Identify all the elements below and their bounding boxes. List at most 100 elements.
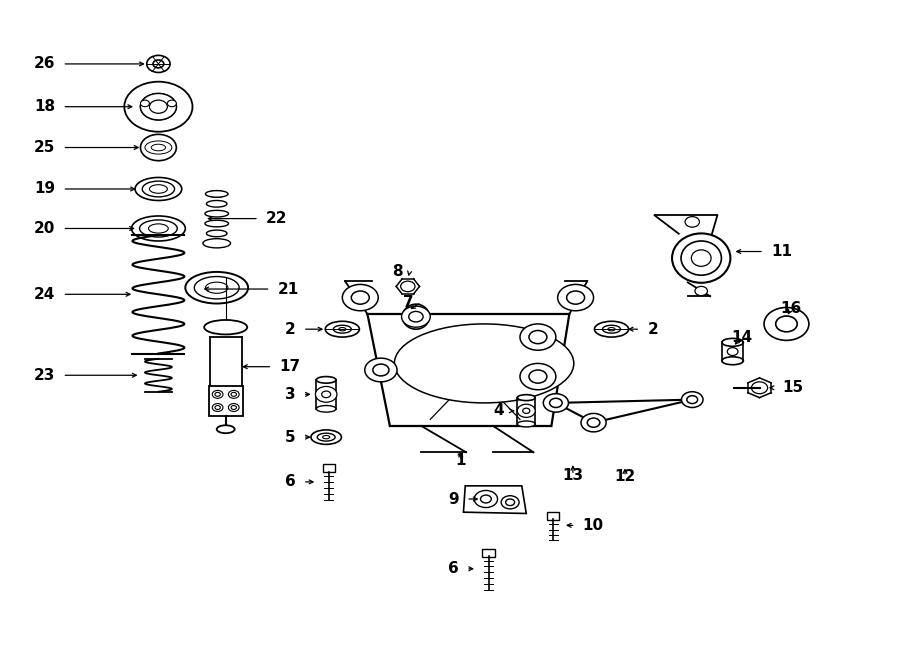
Text: 14: 14 xyxy=(731,330,752,344)
Circle shape xyxy=(140,100,149,106)
Circle shape xyxy=(140,94,176,120)
Circle shape xyxy=(351,291,369,304)
Circle shape xyxy=(520,324,556,350)
Circle shape xyxy=(544,394,569,412)
Circle shape xyxy=(149,100,167,113)
Circle shape xyxy=(764,307,809,340)
Text: 18: 18 xyxy=(34,99,55,114)
Text: 9: 9 xyxy=(448,492,459,506)
Ellipse shape xyxy=(322,436,329,439)
Circle shape xyxy=(520,364,556,390)
Ellipse shape xyxy=(205,190,228,197)
Ellipse shape xyxy=(148,224,168,233)
Circle shape xyxy=(588,418,599,427)
Circle shape xyxy=(776,316,797,332)
Circle shape xyxy=(153,60,164,68)
Circle shape xyxy=(124,82,193,132)
Ellipse shape xyxy=(142,181,175,197)
Ellipse shape xyxy=(145,141,172,154)
Ellipse shape xyxy=(185,272,248,303)
Circle shape xyxy=(321,391,330,398)
Text: 22: 22 xyxy=(266,211,288,226)
Ellipse shape xyxy=(769,308,805,340)
Ellipse shape xyxy=(205,282,228,293)
Circle shape xyxy=(401,306,430,327)
Text: 2: 2 xyxy=(285,322,296,336)
Circle shape xyxy=(151,142,166,153)
Ellipse shape xyxy=(151,144,166,151)
Circle shape xyxy=(167,100,176,106)
FancyBboxPatch shape xyxy=(322,464,335,472)
Text: 21: 21 xyxy=(278,282,299,297)
Circle shape xyxy=(229,404,239,411)
Circle shape xyxy=(140,134,176,161)
Text: 24: 24 xyxy=(34,287,55,302)
Text: 15: 15 xyxy=(782,380,803,395)
Circle shape xyxy=(212,404,223,411)
Text: 25: 25 xyxy=(34,140,55,155)
Circle shape xyxy=(215,393,220,397)
Text: 4: 4 xyxy=(493,403,504,418)
Circle shape xyxy=(140,94,176,120)
Circle shape xyxy=(501,496,519,509)
Ellipse shape xyxy=(608,328,615,330)
Text: 13: 13 xyxy=(562,468,583,483)
Ellipse shape xyxy=(131,216,185,241)
Circle shape xyxy=(695,286,707,295)
Circle shape xyxy=(215,406,220,409)
Circle shape xyxy=(685,217,699,227)
Ellipse shape xyxy=(518,395,536,401)
Ellipse shape xyxy=(317,433,335,441)
Circle shape xyxy=(342,284,378,311)
Text: 16: 16 xyxy=(780,301,802,316)
Ellipse shape xyxy=(722,357,743,365)
Ellipse shape xyxy=(316,406,336,412)
Circle shape xyxy=(364,358,397,382)
Polygon shape xyxy=(464,486,526,514)
Text: 19: 19 xyxy=(34,182,55,196)
Circle shape xyxy=(681,392,703,408)
Text: 11: 11 xyxy=(771,244,792,259)
Ellipse shape xyxy=(595,321,628,337)
Ellipse shape xyxy=(338,328,346,330)
Text: 17: 17 xyxy=(280,359,301,374)
Ellipse shape xyxy=(316,377,336,383)
Text: 8: 8 xyxy=(392,264,402,279)
Circle shape xyxy=(518,405,536,417)
Text: 23: 23 xyxy=(34,368,55,383)
Circle shape xyxy=(147,56,170,73)
Text: 5: 5 xyxy=(285,430,296,445)
Text: 10: 10 xyxy=(583,518,604,533)
Circle shape xyxy=(373,364,389,376)
Circle shape xyxy=(212,391,223,399)
Polygon shape xyxy=(209,387,243,416)
Circle shape xyxy=(687,396,698,404)
Text: 6: 6 xyxy=(285,475,296,489)
FancyBboxPatch shape xyxy=(482,549,495,557)
Circle shape xyxy=(231,406,237,409)
Circle shape xyxy=(231,393,237,397)
FancyBboxPatch shape xyxy=(547,512,560,520)
Ellipse shape xyxy=(310,430,341,444)
Circle shape xyxy=(523,408,530,413)
Ellipse shape xyxy=(681,241,722,275)
Ellipse shape xyxy=(194,276,239,299)
Ellipse shape xyxy=(140,220,177,237)
Ellipse shape xyxy=(217,425,235,433)
Text: 3: 3 xyxy=(285,387,296,402)
Circle shape xyxy=(581,413,606,432)
Ellipse shape xyxy=(518,421,536,427)
Circle shape xyxy=(409,311,423,322)
Ellipse shape xyxy=(402,304,429,329)
Ellipse shape xyxy=(204,320,248,334)
Circle shape xyxy=(315,387,337,403)
Ellipse shape xyxy=(691,250,711,266)
Ellipse shape xyxy=(202,239,230,248)
Text: 7: 7 xyxy=(403,295,414,310)
Circle shape xyxy=(506,499,515,506)
Circle shape xyxy=(481,495,491,503)
Circle shape xyxy=(727,348,738,356)
Ellipse shape xyxy=(722,338,743,346)
Text: 6: 6 xyxy=(448,561,459,576)
Circle shape xyxy=(529,370,547,383)
